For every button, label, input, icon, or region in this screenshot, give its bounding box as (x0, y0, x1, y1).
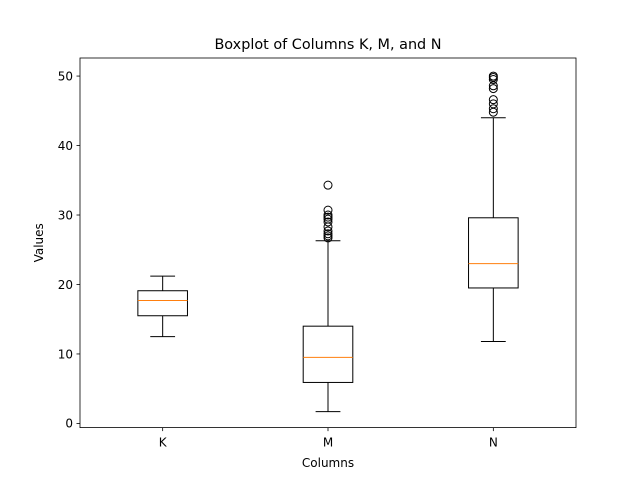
y-tick-label: 20 (58, 278, 73, 292)
outlier-point (488, 71, 498, 81)
box-m (302, 180, 354, 413)
x-tick-label: M (323, 436, 333, 450)
y-tick-label: 30 (58, 208, 73, 222)
outlier-point (323, 226, 333, 236)
outlier-point (323, 233, 333, 243)
box-body (137, 290, 188, 317)
outlier-point (488, 75, 498, 85)
outlier-point (323, 205, 333, 215)
outlier-point (323, 210, 333, 220)
plot-area (137, 71, 519, 413)
chart-title: Boxplot of Columns K, M, and N (214, 37, 441, 53)
y-axis-title: Values (32, 223, 46, 262)
y-axis: 0 10 20 30 40 50 (58, 69, 80, 431)
x-axis-title: Columns (302, 456, 354, 470)
box-body (302, 325, 354, 383)
y-tick-label: 50 (58, 69, 73, 83)
outlier-point (323, 180, 333, 190)
box-k (137, 275, 188, 338)
outlier-point (323, 231, 333, 241)
x-tick-label: N (489, 436, 498, 450)
y-tick-label: 10 (58, 347, 73, 361)
y-tick-label: 0 (65, 417, 73, 431)
outlier-point (323, 217, 333, 227)
outlier-point (488, 95, 498, 105)
box-n (468, 71, 519, 342)
outlier-point (323, 212, 333, 222)
y-tick-label: 40 (58, 139, 73, 153)
box-body (468, 217, 519, 289)
outlier-point (488, 84, 498, 94)
outlier-point (488, 99, 498, 109)
x-tick-label: K (159, 436, 168, 450)
outlier-point (488, 104, 498, 114)
outlier-point (323, 229, 333, 239)
outlier-point (323, 214, 333, 224)
